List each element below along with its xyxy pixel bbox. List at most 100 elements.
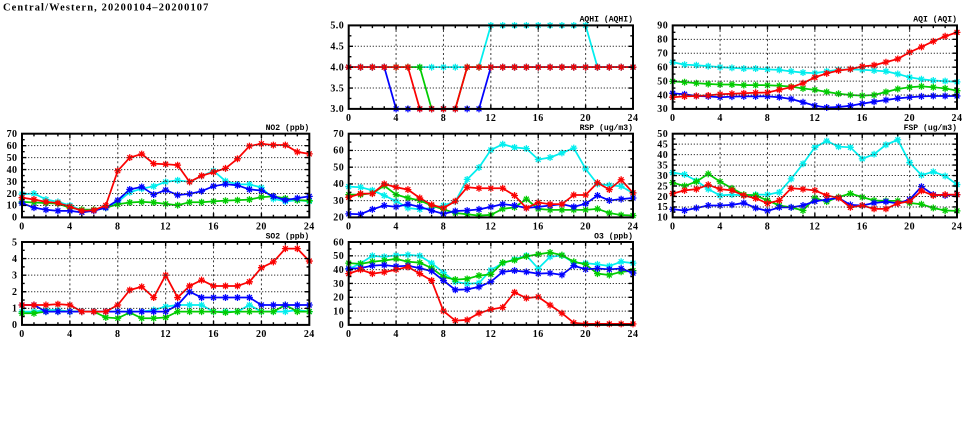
svg-text:50: 50 bbox=[333, 162, 344, 173]
svg-text:4: 4 bbox=[12, 254, 17, 265]
svg-text:16: 16 bbox=[533, 113, 544, 124]
svg-text:70: 70 bbox=[333, 129, 344, 140]
svg-text:40: 40 bbox=[333, 265, 344, 276]
svg-text:24: 24 bbox=[304, 221, 315, 232]
svg-text:AQI (AQI): AQI (AQI) bbox=[913, 16, 957, 25]
svg-text:1: 1 bbox=[12, 304, 17, 315]
svg-text:4: 4 bbox=[67, 221, 72, 232]
svg-text:0: 0 bbox=[12, 320, 17, 331]
svg-text:4: 4 bbox=[393, 113, 398, 124]
svg-text:10: 10 bbox=[333, 306, 344, 317]
svg-text:8: 8 bbox=[115, 329, 120, 340]
svg-text:30: 30 bbox=[657, 104, 668, 115]
svg-text:0: 0 bbox=[12, 213, 17, 224]
svg-text:60: 60 bbox=[657, 62, 668, 73]
svg-text:0: 0 bbox=[670, 113, 675, 124]
svg-text:20: 20 bbox=[580, 329, 591, 340]
svg-text:40: 40 bbox=[7, 165, 18, 176]
svg-text:12: 12 bbox=[809, 113, 820, 124]
svg-text:30: 30 bbox=[333, 279, 344, 290]
svg-text:16: 16 bbox=[208, 329, 219, 340]
svg-text:20: 20 bbox=[580, 113, 591, 124]
svg-text:20: 20 bbox=[256, 329, 267, 340]
svg-text:80: 80 bbox=[657, 35, 668, 46]
svg-text:50: 50 bbox=[333, 251, 344, 262]
svg-text:0: 0 bbox=[339, 320, 344, 331]
svg-text:Central/Western, 20200104–2020: Central/Western, 20200104–20200107 bbox=[3, 3, 210, 14]
svg-text:20: 20 bbox=[333, 293, 344, 304]
svg-text:25: 25 bbox=[657, 181, 668, 192]
svg-text:3.0: 3.0 bbox=[330, 104, 344, 115]
svg-text:15: 15 bbox=[657, 202, 668, 213]
svg-text:12: 12 bbox=[809, 221, 820, 232]
svg-text:20: 20 bbox=[904, 113, 915, 124]
svg-text:24: 24 bbox=[628, 221, 639, 232]
svg-text:50: 50 bbox=[657, 76, 668, 87]
svg-text:0: 0 bbox=[346, 113, 351, 124]
svg-text:16: 16 bbox=[857, 221, 868, 232]
svg-text:RSP (ug/m3): RSP (ug/m3) bbox=[580, 124, 633, 133]
svg-text:20: 20 bbox=[333, 213, 344, 224]
svg-text:4: 4 bbox=[67, 329, 72, 340]
svg-text:3.5: 3.5 bbox=[330, 83, 344, 94]
svg-text:30: 30 bbox=[657, 171, 668, 182]
svg-text:12: 12 bbox=[485, 113, 496, 124]
svg-text:4: 4 bbox=[393, 221, 398, 232]
svg-text:20: 20 bbox=[256, 221, 267, 232]
svg-text:5: 5 bbox=[12, 237, 17, 248]
svg-text:50: 50 bbox=[657, 129, 668, 140]
svg-text:8: 8 bbox=[441, 329, 446, 340]
svg-text:NO2 (ppb): NO2 (ppb) bbox=[266, 124, 310, 133]
svg-text:2: 2 bbox=[12, 287, 17, 298]
svg-text:O3 (ppb): O3 (ppb) bbox=[594, 232, 633, 241]
svg-text:60: 60 bbox=[7, 141, 18, 152]
svg-text:60: 60 bbox=[333, 237, 344, 248]
svg-text:3: 3 bbox=[12, 270, 17, 281]
svg-text:10: 10 bbox=[657, 213, 668, 224]
svg-text:12: 12 bbox=[485, 329, 496, 340]
svg-text:12: 12 bbox=[485, 221, 496, 232]
svg-text:0: 0 bbox=[19, 221, 24, 232]
svg-text:4.0: 4.0 bbox=[330, 62, 344, 73]
svg-text:16: 16 bbox=[857, 113, 868, 124]
svg-text:8: 8 bbox=[765, 221, 770, 232]
svg-text:20: 20 bbox=[657, 192, 668, 203]
svg-text:24: 24 bbox=[952, 113, 963, 124]
svg-text:20: 20 bbox=[904, 221, 915, 232]
svg-text:12: 12 bbox=[160, 221, 171, 232]
svg-text:8: 8 bbox=[441, 113, 446, 124]
svg-text:0: 0 bbox=[19, 329, 24, 340]
svg-text:24: 24 bbox=[304, 329, 315, 340]
svg-text:70: 70 bbox=[7, 129, 18, 140]
svg-text:50: 50 bbox=[7, 153, 18, 164]
svg-text:40: 40 bbox=[657, 90, 668, 101]
svg-text:16: 16 bbox=[533, 221, 544, 232]
svg-text:SO2 (ppb): SO2 (ppb) bbox=[266, 232, 310, 241]
svg-text:90: 90 bbox=[657, 21, 668, 32]
svg-text:24: 24 bbox=[628, 113, 639, 124]
svg-text:8: 8 bbox=[765, 113, 770, 124]
svg-text:0: 0 bbox=[346, 221, 351, 232]
svg-text:20: 20 bbox=[580, 221, 591, 232]
svg-text:8: 8 bbox=[115, 221, 120, 232]
svg-text:24: 24 bbox=[952, 221, 963, 232]
svg-text:40: 40 bbox=[657, 150, 668, 161]
svg-text:35: 35 bbox=[657, 160, 668, 171]
svg-text:45: 45 bbox=[657, 139, 668, 150]
svg-text:5.0: 5.0 bbox=[330, 21, 344, 32]
svg-text:0: 0 bbox=[670, 221, 675, 232]
svg-text:FSP (ug/m3): FSP (ug/m3) bbox=[904, 124, 957, 133]
svg-text:16: 16 bbox=[533, 329, 544, 340]
svg-text:70: 70 bbox=[657, 49, 668, 60]
svg-text:12: 12 bbox=[160, 329, 171, 340]
svg-text:16: 16 bbox=[208, 221, 219, 232]
svg-text:AQHI (AQHI): AQHI (AQHI) bbox=[580, 16, 633, 25]
svg-text:8: 8 bbox=[441, 221, 446, 232]
svg-text:0: 0 bbox=[346, 329, 351, 340]
svg-text:30: 30 bbox=[7, 177, 18, 188]
svg-text:24: 24 bbox=[628, 329, 639, 340]
svg-text:4: 4 bbox=[717, 221, 722, 232]
svg-text:4.5: 4.5 bbox=[330, 42, 344, 53]
svg-text:20: 20 bbox=[7, 189, 18, 200]
svg-text:10: 10 bbox=[7, 201, 18, 212]
